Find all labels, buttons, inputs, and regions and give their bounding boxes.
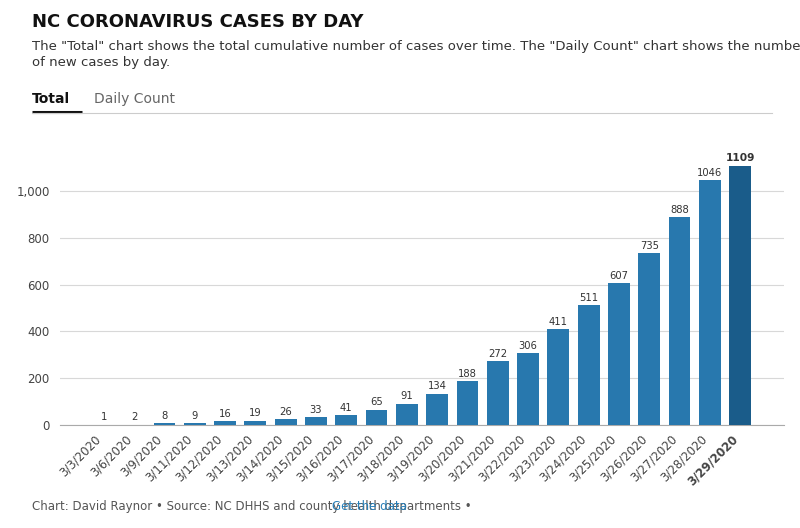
Text: 16: 16 bbox=[218, 409, 231, 419]
Text: 888: 888 bbox=[670, 205, 689, 215]
Bar bbox=[214, 421, 236, 425]
Text: Get the data: Get the data bbox=[332, 500, 407, 513]
Bar bbox=[274, 419, 297, 425]
Text: 19: 19 bbox=[249, 408, 262, 418]
Bar bbox=[245, 421, 266, 425]
Text: Daily Count: Daily Count bbox=[94, 92, 175, 107]
Text: The "Total" chart shows the total cumulative number of cases over time. The "Dai: The "Total" chart shows the total cumula… bbox=[32, 40, 800, 53]
Text: 1: 1 bbox=[101, 412, 107, 422]
Bar bbox=[638, 253, 660, 425]
Text: of new cases by day.: of new cases by day. bbox=[32, 56, 170, 70]
Bar bbox=[669, 218, 690, 425]
Bar bbox=[457, 381, 478, 425]
Text: 9: 9 bbox=[191, 411, 198, 421]
Bar bbox=[730, 166, 751, 425]
Text: 26: 26 bbox=[279, 407, 292, 417]
Bar bbox=[487, 361, 509, 425]
Bar bbox=[517, 353, 539, 425]
Text: 735: 735 bbox=[640, 241, 658, 251]
Text: 1109: 1109 bbox=[726, 153, 755, 163]
Text: 1046: 1046 bbox=[698, 168, 722, 178]
Text: Total: Total bbox=[32, 92, 70, 107]
Text: 41: 41 bbox=[340, 403, 353, 413]
Bar bbox=[426, 394, 448, 425]
Bar bbox=[184, 423, 206, 425]
Text: 8: 8 bbox=[162, 411, 167, 421]
Text: 188: 188 bbox=[458, 369, 477, 379]
Text: 134: 134 bbox=[428, 381, 446, 391]
Text: 272: 272 bbox=[488, 349, 507, 359]
Bar bbox=[578, 306, 599, 425]
Text: NC CORONAVIRUS CASES BY DAY: NC CORONAVIRUS CASES BY DAY bbox=[32, 13, 363, 31]
Text: 607: 607 bbox=[610, 271, 629, 281]
Bar bbox=[547, 329, 570, 425]
Bar bbox=[154, 423, 175, 425]
Text: 65: 65 bbox=[370, 398, 383, 408]
Text: Chart: David Raynor • Source: NC DHHS and county health departments •: Chart: David Raynor • Source: NC DHHS an… bbox=[32, 500, 475, 513]
Bar bbox=[366, 410, 387, 425]
Text: 2: 2 bbox=[131, 412, 138, 422]
Bar bbox=[335, 416, 357, 425]
Text: 306: 306 bbox=[518, 341, 538, 351]
Text: 411: 411 bbox=[549, 317, 568, 326]
Bar bbox=[699, 181, 721, 425]
Bar bbox=[396, 404, 418, 425]
Text: 33: 33 bbox=[310, 405, 322, 415]
Bar bbox=[608, 283, 630, 425]
Text: 511: 511 bbox=[579, 293, 598, 303]
Bar bbox=[305, 417, 327, 425]
Text: 91: 91 bbox=[401, 391, 414, 401]
